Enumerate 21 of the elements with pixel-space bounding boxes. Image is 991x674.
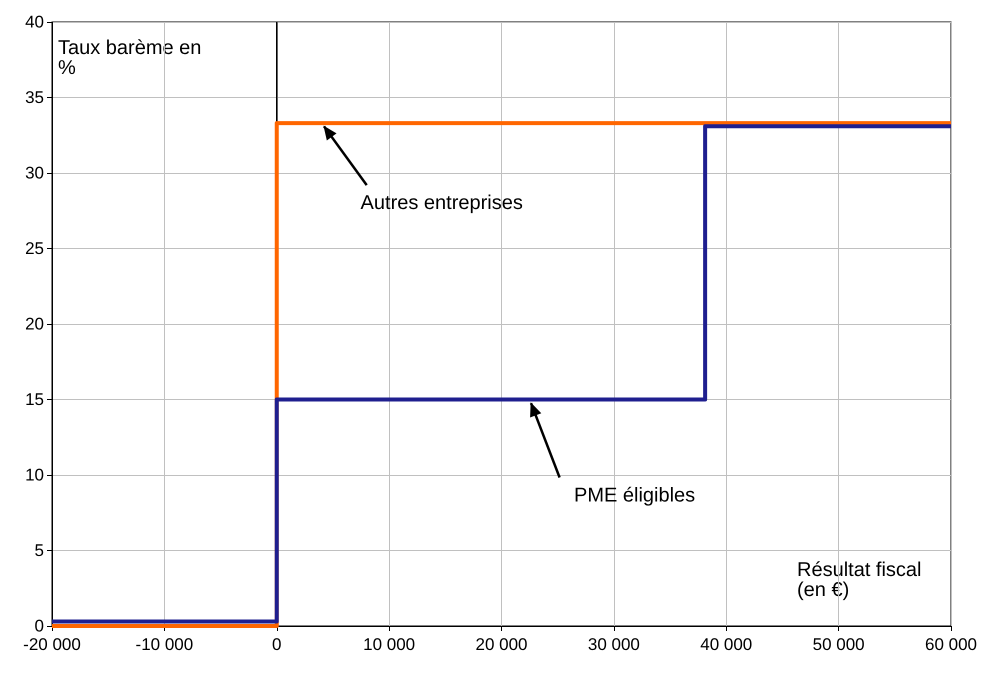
x-tick-label: -20 000 xyxy=(23,635,81,654)
x-tick-label: -10 000 xyxy=(136,635,194,654)
x-tick-label: 50 000 xyxy=(812,635,865,654)
y-tick-label: 0 xyxy=(34,616,44,636)
y-tick-label: 35 xyxy=(25,88,44,107)
y-tick-label: 5 xyxy=(34,541,44,560)
annotation: Autres entreprises xyxy=(360,192,523,214)
y-tick-label: 15 xyxy=(25,390,44,409)
x-tick-label: 30 000 xyxy=(588,635,640,654)
y-tick-label: 20 xyxy=(25,314,44,334)
y-tick-label: 30 xyxy=(25,164,44,182)
x-tick-label: 10 000 xyxy=(363,635,416,654)
x-tick-label: 20 000 xyxy=(476,635,528,654)
annotation: PME éligibles xyxy=(574,484,696,506)
x-tick-label: 40 000 xyxy=(700,635,752,654)
y-axis-title: Taux barème en % xyxy=(58,37,207,79)
x-tick-label: 0 xyxy=(272,635,282,654)
y-tick-label: 25 xyxy=(25,239,44,258)
x-tick-label: 60 000 xyxy=(925,635,977,654)
y-tick-label: 10 xyxy=(25,466,44,484)
y-tick-label: 40 xyxy=(25,12,44,32)
